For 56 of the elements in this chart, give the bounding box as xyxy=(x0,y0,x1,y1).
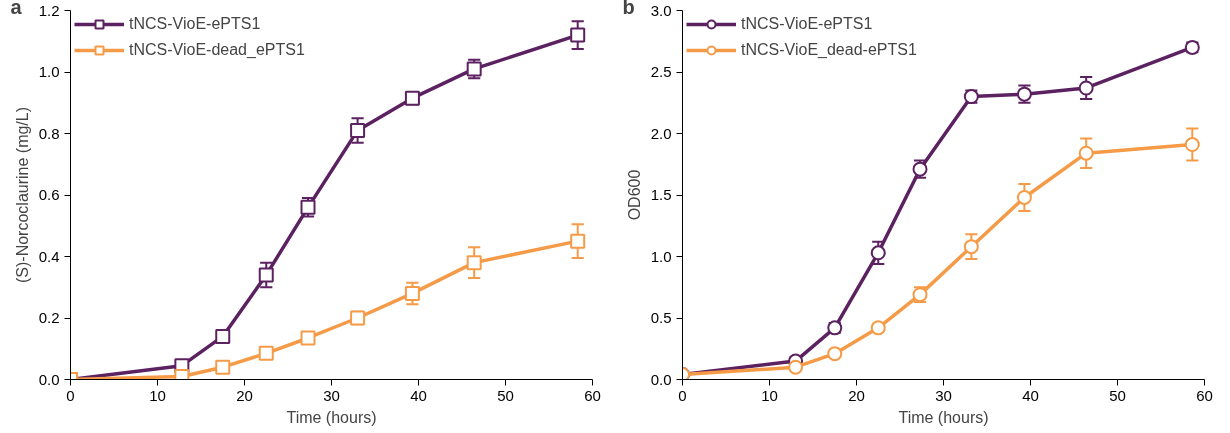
point xyxy=(215,359,231,375)
y-tick-label: 0.2 xyxy=(38,309,60,326)
x-axis-title: Time (hours) xyxy=(286,408,377,426)
legend-label: tNCS-VioE_dead-ePTS1 xyxy=(741,41,917,59)
x-tick-label: 60 xyxy=(584,386,601,404)
y-tick-label: 1.5 xyxy=(650,186,672,203)
x-tick-label: 20 xyxy=(236,386,253,404)
legend-label: tNCS-VioE-ePTS1 xyxy=(129,15,261,33)
y-tick-label: 1.2 xyxy=(38,1,60,19)
y-tick-label: 1.0 xyxy=(650,247,672,265)
point xyxy=(963,239,979,255)
y-tick-label: 0.8 xyxy=(38,124,60,142)
y-tick-label: 0.6 xyxy=(38,186,60,203)
y-tick-label: 2.5 xyxy=(650,63,672,80)
point xyxy=(466,255,482,271)
y-tick-label: 0.0 xyxy=(650,370,672,388)
point xyxy=(827,346,843,362)
point xyxy=(258,345,274,361)
x-tick-label: 10 xyxy=(761,386,778,404)
y-tick-label: 2.0 xyxy=(650,124,672,142)
point xyxy=(570,233,586,249)
x-tick-label: 0 xyxy=(66,386,75,404)
text: a xyxy=(10,0,23,18)
point xyxy=(258,267,274,283)
y-tick-label: 0.4 xyxy=(38,247,60,265)
x-tick-label: 40 xyxy=(410,386,427,404)
x-tick-label: 60 xyxy=(1196,386,1213,404)
x-axis-title: Time (hours) xyxy=(898,408,989,426)
y-axis-title: OD600 xyxy=(625,169,643,221)
point xyxy=(404,285,420,301)
x-tick-label: 0 xyxy=(678,386,687,404)
point xyxy=(788,359,804,375)
x-tick-label: 30 xyxy=(323,386,340,404)
point xyxy=(350,122,366,138)
x-tick-label: 50 xyxy=(1109,386,1126,404)
x-tick-label: 30 xyxy=(935,386,952,404)
point xyxy=(870,320,886,336)
y-tick-label: 3.0 xyxy=(650,1,672,19)
point xyxy=(870,245,886,261)
point xyxy=(1078,80,1094,96)
point xyxy=(300,330,316,346)
y-tick-label: 0.0 xyxy=(38,370,60,388)
x-tick-label: 40 xyxy=(1022,386,1039,404)
y-tick-label: 1.0 xyxy=(38,63,60,80)
x-tick-label: 50 xyxy=(497,386,514,404)
point xyxy=(215,328,231,344)
y-tick-label: 0.5 xyxy=(650,309,672,326)
point xyxy=(1016,189,1032,205)
legend-label: tNCS-VioE-ePTS1 xyxy=(741,15,873,33)
point xyxy=(1184,137,1200,153)
x-tick-label: 20 xyxy=(848,386,865,404)
point xyxy=(570,27,586,43)
x-tick-label: 10 xyxy=(149,386,166,404)
legend-label: tNCS-VioE-dead_ePTS1 xyxy=(129,41,305,59)
y-axis-title: (S)-Norcoclaurine (mg/L) xyxy=(13,106,31,284)
point xyxy=(1078,145,1094,161)
